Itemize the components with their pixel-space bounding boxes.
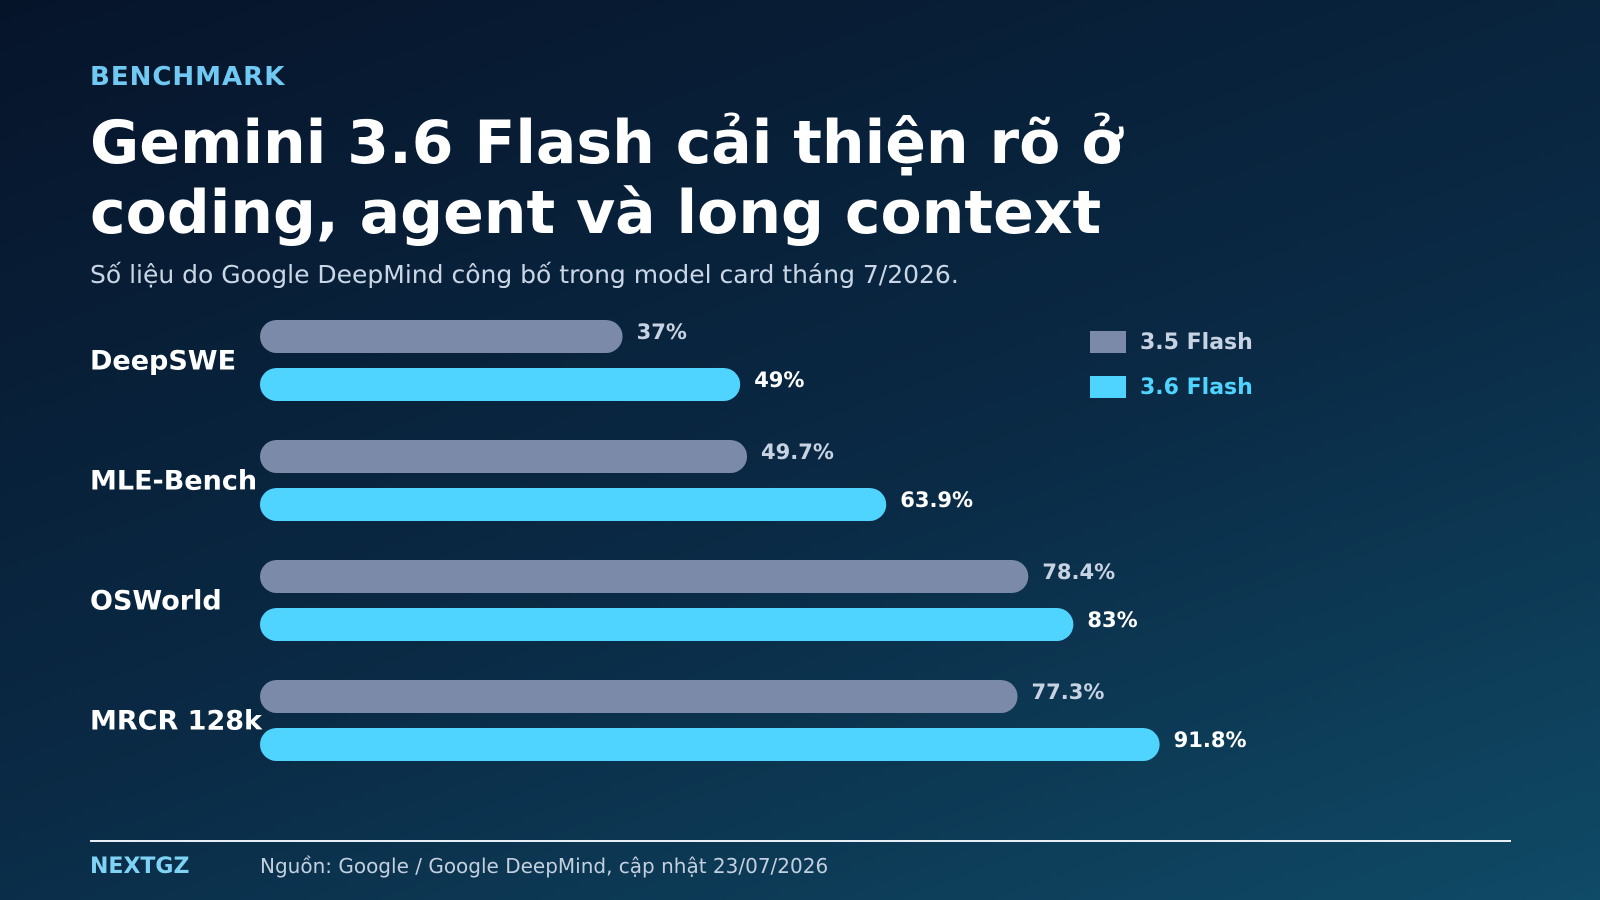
footer-divider <box>90 840 1511 842</box>
value-label-old: 78.4% <box>1042 560 1115 584</box>
bar-new <box>260 488 887 521</box>
bar-new <box>260 608 1074 641</box>
chart-subtitle: Số liệu do Google DeepMind công bố trong… <box>90 260 959 289</box>
category-label: DeepSWE <box>90 346 236 377</box>
brand-logo: NEXTGZ <box>90 854 190 879</box>
value-label-new: 83% <box>1087 608 1137 632</box>
legend-label-old: 3.5 Flash <box>1140 329 1253 355</box>
value-label-old: 37% <box>637 320 687 344</box>
bar-old <box>260 680 1018 713</box>
eyebrow-label: BENCHMARK <box>90 62 286 92</box>
category-label: MLE-Bench <box>90 466 257 497</box>
value-label-old: 77.3% <box>1032 680 1105 704</box>
legend-swatch-new <box>1090 376 1126 398</box>
value-label-old: 49.7% <box>761 440 834 464</box>
legend-swatch-old <box>1090 331 1126 353</box>
legend-item-old: 3.5 Flash <box>1090 329 1253 355</box>
category-label: MRCR 128k <box>90 706 263 737</box>
bar-new <box>260 728 1160 761</box>
chart-title: Gemini 3.6 Flash cải thiện rõ ở coding, … <box>90 108 1123 248</box>
value-label-new: 63.9% <box>900 488 973 512</box>
bar-old <box>260 560 1029 593</box>
bar-old <box>260 440 748 473</box>
bar-new <box>260 368 741 401</box>
category-label: OSWorld <box>90 586 222 617</box>
legend-item-new: 3.6 Flash <box>1090 374 1253 400</box>
source-note: Nguồn: Google / Google DeepMind, cập nhậ… <box>260 854 829 878</box>
value-label-new: 49% <box>754 368 804 392</box>
value-label-new: 91.8% <box>1174 728 1247 752</box>
legend-label-new: 3.6 Flash <box>1140 374 1253 400</box>
legend: 3.5 Flash 3.6 Flash <box>1090 330 1253 420</box>
bar-old <box>260 320 623 353</box>
